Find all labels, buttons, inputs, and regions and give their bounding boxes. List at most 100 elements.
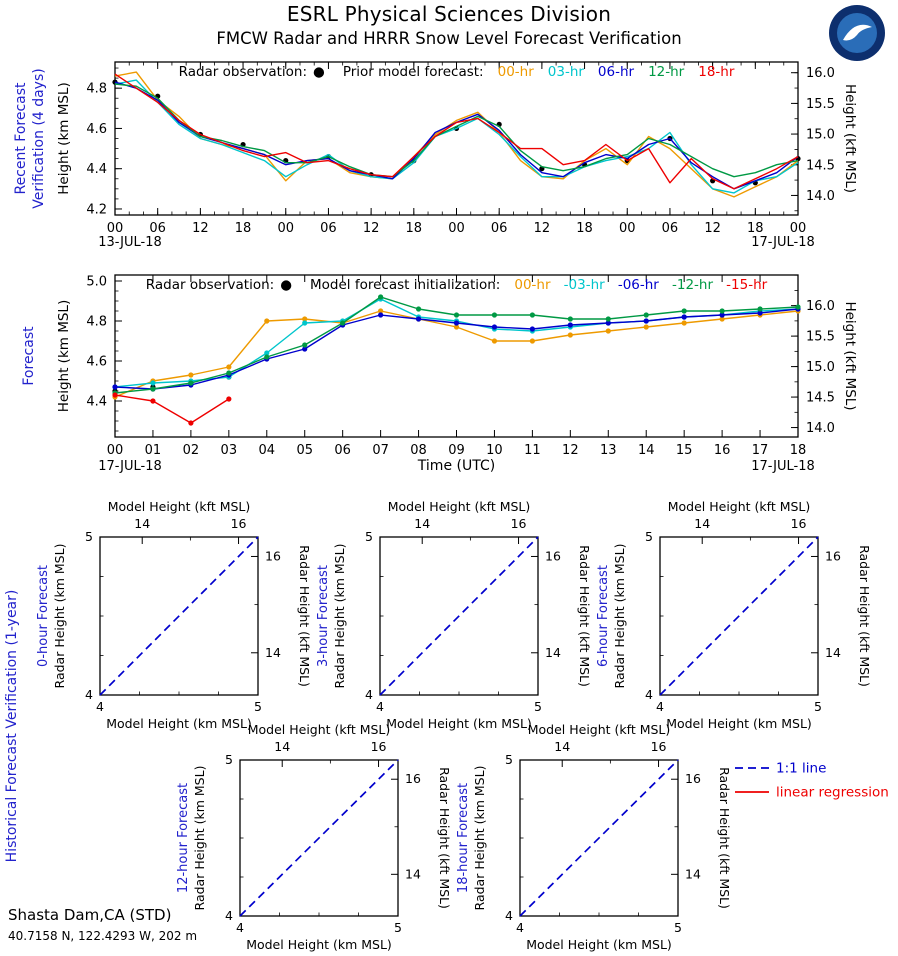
svg-text:13-JUL-18: 13-JUL-18 [98, 235, 162, 250]
svg-text:4.4: 4.4 [86, 395, 107, 410]
svg-text:12: 12 [534, 221, 551, 236]
legend-recent-verification: Radar observation: ● Prior model forecast:… [179, 64, 735, 80]
svg-text:06: 06 [334, 443, 351, 458]
svg-text:4.6: 4.6 [86, 355, 107, 370]
svg-text:14: 14 [414, 516, 430, 531]
svg-text:Verification (4 days): Verification (4 days) [31, 68, 47, 208]
svg-text:6-hour Forecast: 6-hour Forecast [596, 565, 611, 667]
svg-text:Recent Forecast: Recent Forecast [13, 82, 29, 195]
svg-text:4: 4 [365, 687, 373, 702]
svg-text:12: 12 [363, 221, 380, 236]
noaa-logo [829, 5, 885, 61]
page-subtitle: FMCW Radar and HRRR Snow Level Forecast … [216, 29, 682, 48]
svg-text:5: 5 [534, 699, 542, 714]
scatter-legend: 1:1 line linear regression [735, 761, 889, 801]
svg-text:Radar Height (km MSL): Radar Height (km MSL) [192, 766, 207, 911]
series-00-hr [114, 71, 799, 198]
svg-text:16: 16 [651, 739, 667, 754]
svg-text:14: 14 [685, 866, 701, 881]
svg-text:14: 14 [134, 516, 150, 531]
svg-text:15.0: 15.0 [806, 128, 835, 143]
svg-text:10: 10 [486, 443, 503, 458]
svg-text:Model Height (km MSL): Model Height (km MSL) [666, 716, 812, 731]
svg-text:06: 06 [149, 221, 166, 236]
svg-text:16: 16 [825, 548, 841, 563]
svg-text:14: 14 [265, 645, 281, 660]
svg-text:Historical Forecast Verificati: Historical Forecast Verification (1-year… [4, 590, 20, 863]
svg-text:16: 16 [405, 771, 421, 786]
svg-text:00: 00 [107, 221, 124, 236]
svg-text:14.5: 14.5 [806, 391, 835, 406]
svg-text:15: 15 [676, 443, 693, 458]
svg-text:5: 5 [505, 752, 513, 767]
svg-text:18-hour Forecast: 18-hour Forecast [456, 783, 471, 893]
svg-text:17: 17 [752, 443, 769, 458]
svg-text:00: 00 [619, 221, 636, 236]
svg-text:14: 14 [825, 645, 841, 660]
svg-text:16: 16 [371, 739, 387, 754]
svg-text:11: 11 [524, 443, 541, 458]
svg-text:14.5: 14.5 [806, 158, 835, 173]
svg-text:12: 12 [704, 221, 721, 236]
noaa-bird-icon [843, 24, 872, 41]
svg-text:Radar Height (kft MSL): Radar Height (kft MSL) [857, 545, 872, 687]
svg-text:0-hour Forecast: 0-hour Forecast [36, 565, 51, 667]
svg-text:09: 09 [448, 443, 465, 458]
svg-text:4: 4 [376, 699, 384, 714]
svg-text:14: 14 [554, 739, 570, 754]
svg-text:Model Height (kft MSL): Model Height (kft MSL) [248, 722, 391, 737]
svg-text:4.6: 4.6 [86, 122, 107, 137]
svg-text:14: 14 [545, 645, 561, 660]
svg-text:4.8: 4.8 [86, 315, 107, 330]
page-title: ESRL Physical Sciences Division [286, 2, 612, 26]
svg-text:08: 08 [410, 443, 427, 458]
svg-text:5: 5 [365, 529, 373, 544]
one-to-one-line [239, 759, 399, 917]
svg-text:Time (UTC): Time (UTC) [417, 458, 495, 474]
svg-text:4: 4 [645, 687, 653, 702]
svg-text:Model Height (kft MSL): Model Height (kft MSL) [108, 499, 251, 514]
svg-text:03: 03 [221, 443, 238, 458]
svg-text:Radar Height (kft MSL): Radar Height (kft MSL) [297, 545, 312, 687]
svg-text:linear regression: linear regression [776, 785, 889, 801]
series-18-hr [114, 73, 799, 190]
svg-text:5: 5 [85, 529, 93, 544]
svg-text:Model Height (kft MSL): Model Height (kft MSL) [388, 499, 531, 514]
series-12-hr [114, 83, 799, 178]
svg-text:Height (kft MSL): Height (kft MSL) [842, 84, 858, 193]
svg-text:15.5: 15.5 [806, 330, 835, 345]
svg-text:3-hour Forecast: 3-hour Forecast [316, 565, 331, 667]
svg-text:Model Height (kft MSL): Model Height (kft MSL) [668, 499, 811, 514]
svg-text:16: 16 [545, 548, 561, 563]
panel-18-hour-forecast: 4 5 4 5 14 14 16 16 Model Height (km MSL) Model H… [456, 722, 732, 952]
one-to-one-line [659, 536, 819, 696]
svg-text:Model Height (km MSL): Model Height (km MSL) [386, 716, 532, 731]
svg-text:17-JUL-18: 17-JUL-18 [751, 459, 815, 474]
svg-text:16: 16 [265, 548, 281, 563]
svg-text:15.0: 15.0 [806, 360, 835, 375]
svg-text:5: 5 [814, 699, 822, 714]
svg-text:Model Height (km MSL): Model Height (km MSL) [246, 937, 392, 952]
svg-text:Radar Height (km MSL): Radar Height (km MSL) [612, 544, 627, 689]
svg-text:4.2: 4.2 [86, 202, 107, 217]
svg-text:5: 5 [645, 529, 653, 544]
one-to-one-line [519, 759, 679, 917]
svg-text:06: 06 [662, 221, 679, 236]
svg-text:4.8: 4.8 [86, 82, 107, 97]
svg-text:14: 14 [405, 866, 421, 881]
panel-6-hour-forecast: 4 5 4 5 14 14 16 16 Model Height (km MSL) Model H… [596, 499, 872, 731]
svg-text:4.4: 4.4 [86, 162, 107, 177]
station-name: Shasta Dam,CA (STD) [8, 906, 172, 924]
svg-text:18: 18 [790, 443, 807, 458]
svg-text:Radar Height (km MSL): Radar Height (km MSL) [332, 544, 347, 689]
svg-text:04: 04 [259, 443, 276, 458]
svg-text:Radar Height (km MSL): Radar Height (km MSL) [52, 544, 67, 689]
svg-text:4: 4 [225, 908, 233, 923]
svg-text:16.0: 16.0 [806, 66, 835, 81]
svg-text:Radar Height (kft MSL): Radar Height (kft MSL) [437, 767, 452, 909]
svg-text:16.0: 16.0 [806, 299, 835, 314]
svg-text:14: 14 [274, 739, 290, 754]
svg-text:Height (km MSL): Height (km MSL) [56, 82, 72, 194]
